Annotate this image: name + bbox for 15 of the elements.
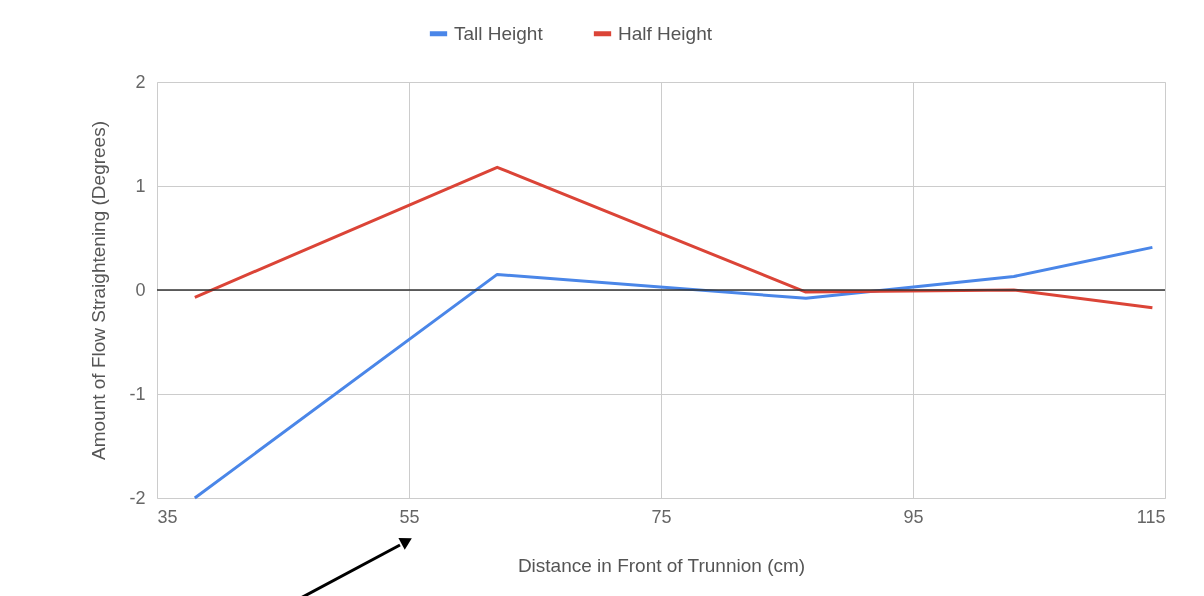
- y-tick-label: -2: [129, 487, 146, 508]
- legend-label: Tall Height: [454, 22, 544, 44]
- y-tick-label: 1: [135, 175, 146, 196]
- x-tick-label: 35: [157, 506, 178, 527]
- y-tick-label: 2: [135, 71, 146, 92]
- line-series: [193, 245, 1154, 500]
- x-tick-label: 75: [651, 506, 672, 527]
- legend-label: Half Height: [618, 22, 713, 44]
- x-tick-label: 55: [399, 506, 420, 527]
- y-tick-label: -1: [129, 383, 146, 404]
- x-axis-title: Distance in Front of Trunnion (cm): [517, 554, 806, 576]
- y-tick-label: 0: [135, 279, 146, 300]
- x-tick-label: 115: [1136, 506, 1166, 527]
- x-tick-label: 95: [903, 506, 924, 527]
- y-axis-title: Amount of Flow Straightening (Degrees): [88, 121, 110, 460]
